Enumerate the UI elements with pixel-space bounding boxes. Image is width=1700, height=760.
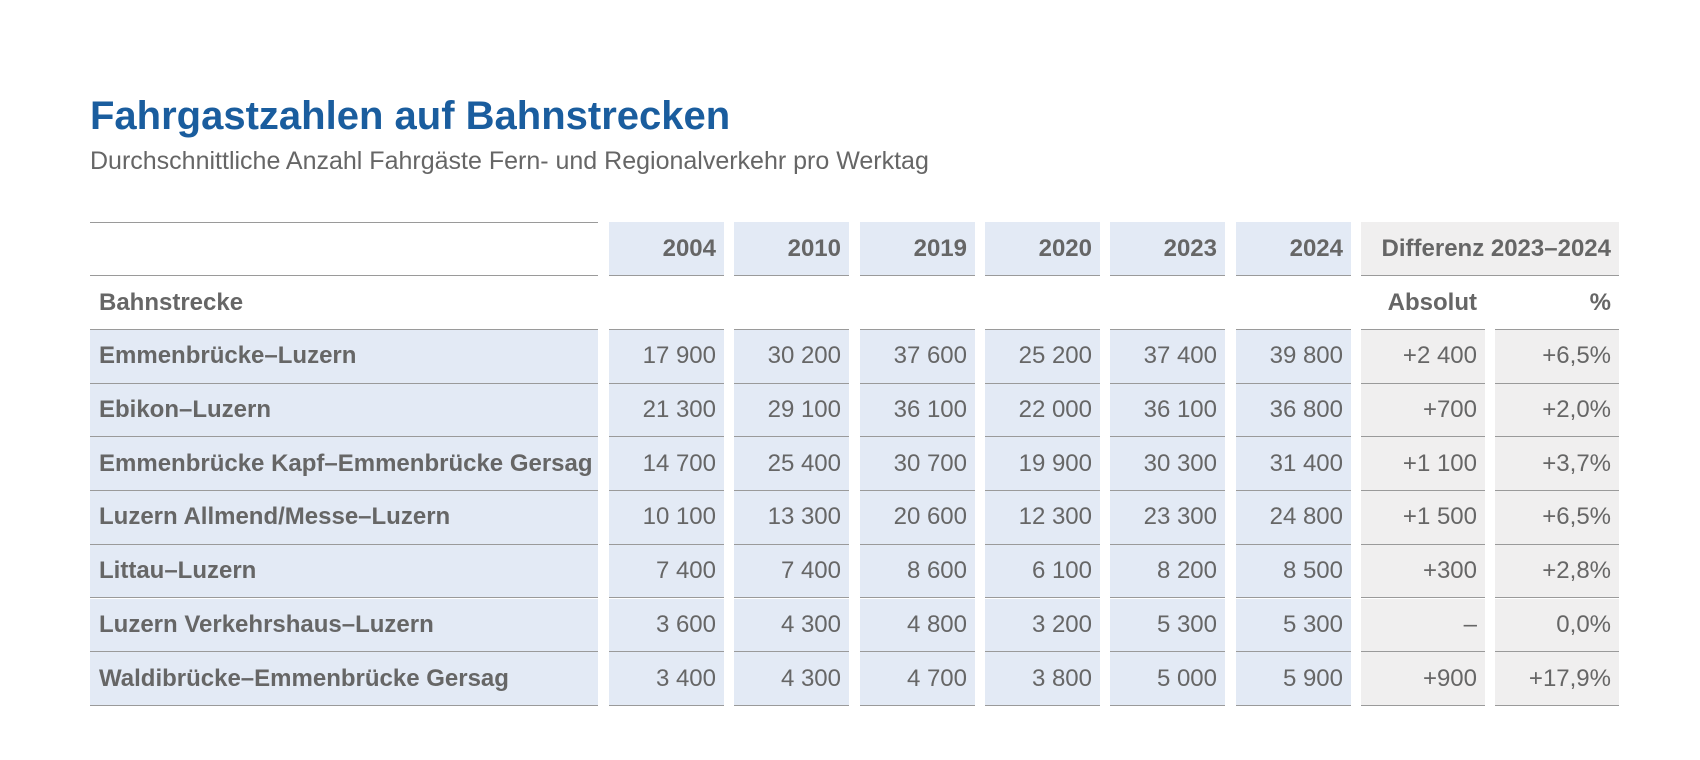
value-cell: 3 800 xyxy=(985,652,1100,706)
value-cell: 4 300 xyxy=(734,652,849,706)
header-blank-cell xyxy=(90,222,598,276)
value-cell: 29 100 xyxy=(734,383,849,438)
absolute-diff-cell: – xyxy=(1361,598,1485,653)
value-cell: 5 900 xyxy=(1236,652,1351,706)
absolute-diff-cell: +900 xyxy=(1361,652,1485,706)
year-header: 2024 xyxy=(1236,222,1351,276)
value-cell: 12 300 xyxy=(985,491,1100,545)
value-cell: 24 800 xyxy=(1236,491,1351,545)
value-cell: 5 300 xyxy=(1236,598,1351,653)
value-cell: 39 800 xyxy=(1236,330,1351,384)
value-cell: 3 200 xyxy=(985,598,1100,653)
year-header: 2004 xyxy=(609,222,724,276)
value-cell: 8 200 xyxy=(1110,544,1225,599)
header-spacer-cell xyxy=(734,276,849,330)
value-cell: 30 700 xyxy=(860,437,975,492)
header-spacer-cell xyxy=(609,276,724,330)
value-cell: 3 400 xyxy=(609,652,724,706)
route-name-cell: Waldibrücke–Emmenbrücke Gersag xyxy=(90,652,598,706)
value-cell: 14 700 xyxy=(609,437,724,492)
absolute-diff-cell: +300 xyxy=(1361,544,1485,599)
percent-diff-cell: +6,5% xyxy=(1495,491,1619,545)
header-rule xyxy=(860,328,975,330)
value-cell: 19 900 xyxy=(985,437,1100,492)
value-cell: 25 400 xyxy=(734,437,849,492)
value-cell: 7 400 xyxy=(734,544,849,599)
absolute-diff-cell: +1 500 xyxy=(1361,491,1485,545)
value-cell: 20 600 xyxy=(860,491,975,545)
value-cell: 8 500 xyxy=(1236,544,1351,599)
value-cell: 30 300 xyxy=(1110,437,1225,492)
absolute-diff-cell: +1 100 xyxy=(1361,437,1485,492)
value-cell: 4 700 xyxy=(860,652,975,706)
route-name-cell: Littau–Luzern xyxy=(90,544,598,599)
value-cell: 36 100 xyxy=(860,383,975,438)
percent-diff-cell: +6,5% xyxy=(1495,330,1619,384)
absolute-subheader: Absolut xyxy=(1361,276,1485,330)
value-cell: 4 800 xyxy=(860,598,975,653)
value-cell: 30 200 xyxy=(734,330,849,384)
percent-diff-cell: +17,9% xyxy=(1495,652,1619,706)
value-cell: 6 100 xyxy=(985,544,1100,599)
value-cell: 3 600 xyxy=(609,598,724,653)
header-rule xyxy=(734,328,849,330)
route-name-cell: Emmenbrücke–Luzern xyxy=(90,330,598,384)
percent-subheader: % xyxy=(1495,276,1619,330)
header-rule xyxy=(985,328,1100,330)
value-cell: 4 300 xyxy=(734,598,849,653)
value-cell: 21 300 xyxy=(609,383,724,438)
percent-diff-cell: +2,0% xyxy=(1495,383,1619,438)
header-spacer-cell xyxy=(985,276,1100,330)
value-cell: 8 600 xyxy=(860,544,975,599)
value-cell: 5 300 xyxy=(1110,598,1225,653)
route-column-header: Bahnstrecke xyxy=(90,276,598,330)
header-spacer-cell xyxy=(860,276,975,330)
route-name-cell: Luzern Verkehrshaus–Luzern xyxy=(90,598,598,653)
header-rule xyxy=(1110,328,1225,330)
route-name-cell: Ebikon–Luzern xyxy=(90,383,598,438)
year-header: 2020 xyxy=(985,222,1100,276)
absolute-diff-cell: +700 xyxy=(1361,383,1485,438)
route-name-cell: Emmenbrücke Kapf–Emmenbrücke Gersag xyxy=(90,437,598,492)
value-cell: 13 300 xyxy=(734,491,849,545)
year-header: 2023 xyxy=(1110,222,1225,276)
value-cell: 17 900 xyxy=(609,330,724,384)
absolute-diff-cell: +2 400 xyxy=(1361,330,1485,384)
header-rule xyxy=(1236,328,1351,330)
difference-header: Differenz 2023–2024 xyxy=(1361,222,1619,276)
percent-diff-cell: 0,0% xyxy=(1495,598,1619,653)
value-cell: 37 600 xyxy=(860,330,975,384)
value-cell: 36 100 xyxy=(1110,383,1225,438)
value-cell: 31 400 xyxy=(1236,437,1351,492)
table-subtitle: Durchschnittliche Anzahl Fahrgäste Fern-… xyxy=(90,147,929,175)
year-header: 2019 xyxy=(860,222,975,276)
header-rule xyxy=(609,328,724,330)
value-cell: 22 000 xyxy=(985,383,1100,438)
header-spacer-cell xyxy=(1110,276,1225,330)
percent-diff-cell: +3,7% xyxy=(1495,437,1619,492)
value-cell: 25 200 xyxy=(985,330,1100,384)
route-name-cell: Luzern Allmend/Messe–Luzern xyxy=(90,491,598,545)
table-title: Fahrgastzahlen auf Bahnstrecken xyxy=(90,94,731,138)
value-cell: 23 300 xyxy=(1110,491,1225,545)
value-cell: 36 800 xyxy=(1236,383,1351,438)
year-header: 2010 xyxy=(734,222,849,276)
value-cell: 7 400 xyxy=(609,544,724,599)
value-cell: 10 100 xyxy=(609,491,724,545)
value-cell: 5 000 xyxy=(1110,652,1225,706)
percent-diff-cell: +2,8% xyxy=(1495,544,1619,599)
header-spacer-cell xyxy=(1236,276,1351,330)
value-cell: 37 400 xyxy=(1110,330,1225,384)
